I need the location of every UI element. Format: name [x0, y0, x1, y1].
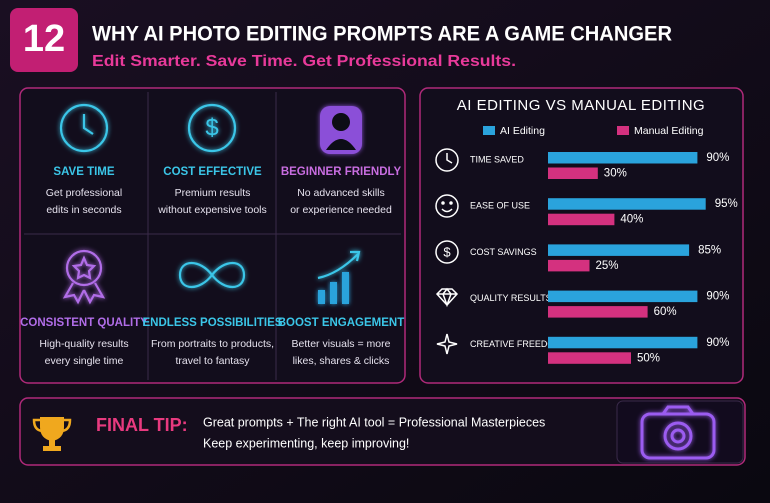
tip-panel	[19, 397, 746, 466]
feature-desc: without expensive tools	[157, 204, 267, 216]
legend-label: Manual Editing	[634, 125, 704, 137]
value-label: 25%	[596, 260, 619, 272]
icons: $	[59, 103, 362, 305]
svg-text:$: $	[205, 114, 218, 141]
badge	[10, 8, 78, 72]
bar	[548, 306, 648, 318]
feature-title: BEGINNER FRIENDLY	[281, 166, 402, 178]
title: WHY AI PHOTO EDITING PROMPTS ARE A GAME …	[92, 23, 672, 46]
camera-box	[616, 400, 744, 464]
bar	[548, 167, 598, 179]
value-label: 85%	[698, 244, 721, 256]
bar	[548, 244, 690, 256]
bar	[548, 352, 631, 364]
tip-label: FINAL TIP:	[96, 415, 188, 435]
feature-desc: No advanced skills	[297, 187, 385, 199]
feature-desc: Better visuals = more	[292, 338, 391, 350]
value-label: 50%	[637, 352, 660, 364]
feature-desc: or experience needed	[290, 204, 392, 216]
bar	[548, 290, 698, 303]
camera-icon	[640, 405, 716, 460]
features-panel	[19, 87, 406, 384]
svg-text:$: $	[443, 244, 451, 259]
legend-label: AI Editing	[500, 125, 545, 137]
feature-title: BOOST ENGAGEMENT	[278, 317, 405, 329]
value-label: 95%	[715, 198, 738, 210]
feature-desc: every single time	[45, 355, 124, 367]
value-label: 30%	[604, 168, 627, 180]
chart-title: AI EDITING VS MANUAL EDITING	[457, 97, 705, 114]
legend-swatch	[483, 126, 495, 135]
bar	[548, 259, 590, 272]
feature-desc: Get professional	[46, 187, 122, 199]
feature-title: COST EFFECTIVE	[163, 166, 262, 178]
feature-title: CONSISTENT QUALITY	[20, 317, 148, 329]
legend-swatch	[617, 126, 629, 135]
bar	[548, 336, 698, 349]
category-label: COST SAVINGS	[470, 247, 537, 257]
feature-desc: High-quality results	[39, 338, 128, 350]
badge-number: 12	[23, 18, 65, 60]
value-label: 40%	[620, 214, 643, 226]
feature-desc: likes, shares & clicks	[293, 355, 390, 367]
value-label: 90%	[706, 152, 729, 164]
bar	[548, 152, 698, 164]
feature-desc: edits in seconds	[46, 204, 121, 216]
value-label: 90%	[706, 337, 729, 349]
bar	[548, 198, 706, 210]
chart-icons: $	[435, 148, 459, 355]
tip-line: Great prompts + The right AI tool = Prof…	[203, 415, 545, 429]
category-label: EASE OF USE	[470, 201, 530, 211]
feature-desc: Premium results	[175, 187, 251, 199]
subtitle: Edit Smarter. Save Time. Get Professiona…	[92, 53, 516, 70]
category-label: TIME SAVED	[470, 154, 524, 164]
value-label: 90%	[706, 291, 729, 303]
tip-line: Keep experimenting, keep improving!	[203, 436, 409, 450]
bar	[548, 213, 615, 226]
feature-desc: From portraits to products,	[151, 338, 274, 350]
feature-desc: travel to fantasy	[175, 355, 250, 367]
value-label: 60%	[654, 306, 677, 318]
category-label: QUALITY RESULTS	[470, 293, 552, 303]
feature-title: SAVE TIME	[53, 166, 114, 178]
trophy-icon	[32, 417, 72, 451]
feature-title: ENDLESS POSSIBILITIES	[143, 317, 283, 329]
category-label: CREATIVE FREEDOM	[470, 339, 562, 349]
